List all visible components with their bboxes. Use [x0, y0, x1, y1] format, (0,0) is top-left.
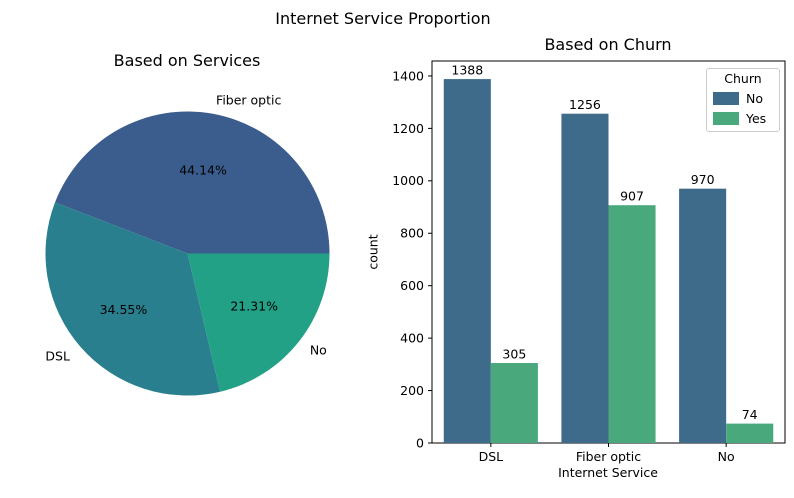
bar-chart-title: Based on Churn	[544, 35, 672, 54]
bar-dsl-no	[443, 79, 491, 443]
pie-pct-label-fiber-optic: 44.14%	[179, 162, 227, 177]
x-tick-label-fiber-optic: Fiber optic	[576, 449, 641, 464]
y-tick-label: 800	[400, 226, 424, 241]
pie-label-dsl: DSL	[45, 348, 70, 363]
pie-slice-fiber-optic	[55, 111, 330, 254]
bar-y-axis-label: count	[365, 234, 381, 270]
pie-label-no: No	[310, 343, 327, 358]
bar-x-axis-label: Internet Service	[558, 465, 658, 480]
legend-label-no: No	[746, 91, 763, 106]
bar-value-label-fiber-optic-no: 1256	[569, 97, 601, 112]
y-tick-label: 200	[400, 383, 424, 398]
x-tick-label-no: No	[718, 449, 735, 464]
pie-chart-title: Based on Services	[113, 51, 261, 70]
bar-value-label-no-no: 970	[691, 172, 715, 187]
y-tick-label: 1400	[392, 68, 424, 83]
x-tick-label-dsl: DSL	[479, 449, 504, 464]
figure-title: Internet Service Proportion	[275, 9, 491, 28]
y-tick-label: 600	[400, 278, 424, 293]
bar-value-label-dsl-no: 1388	[451, 63, 483, 78]
y-tick-label: 1000	[392, 173, 424, 188]
bar-value-label-no-yes: 74	[742, 407, 758, 422]
y-tick-label: 400	[400, 331, 424, 346]
legend: Churn No Yes	[706, 68, 780, 132]
legend-entry-no: No	[707, 91, 779, 106]
bar-fiber-optic-yes	[608, 205, 656, 443]
bar-dsl-yes	[490, 363, 538, 443]
bar-no-no	[679, 188, 727, 443]
legend-title: Churn	[724, 71, 762, 86]
pie-pct-label-dsl: 34.55%	[100, 302, 148, 317]
bar-no-yes	[726, 423, 774, 443]
y-tick-label: 0	[416, 435, 424, 450]
legend-entry-yes: Yes	[707, 111, 779, 126]
legend-swatch-yes	[713, 112, 739, 125]
legend-swatch-no	[713, 92, 739, 105]
bar-value-label-fiber-optic-yes: 907	[620, 189, 644, 204]
bar-fiber-optic-no	[561, 113, 609, 443]
y-tick-label: 1200	[392, 121, 424, 136]
bar-value-label-dsl-yes: 305	[502, 347, 526, 362]
pie-label-fiber-optic: Fiber optic	[216, 93, 281, 108]
pie-slice-dsl	[45, 202, 221, 396]
pie-slice-no	[187, 253, 330, 392]
legend-label-yes: Yes	[746, 111, 767, 126]
pie-pct-label-no: 21.31%	[230, 299, 278, 314]
